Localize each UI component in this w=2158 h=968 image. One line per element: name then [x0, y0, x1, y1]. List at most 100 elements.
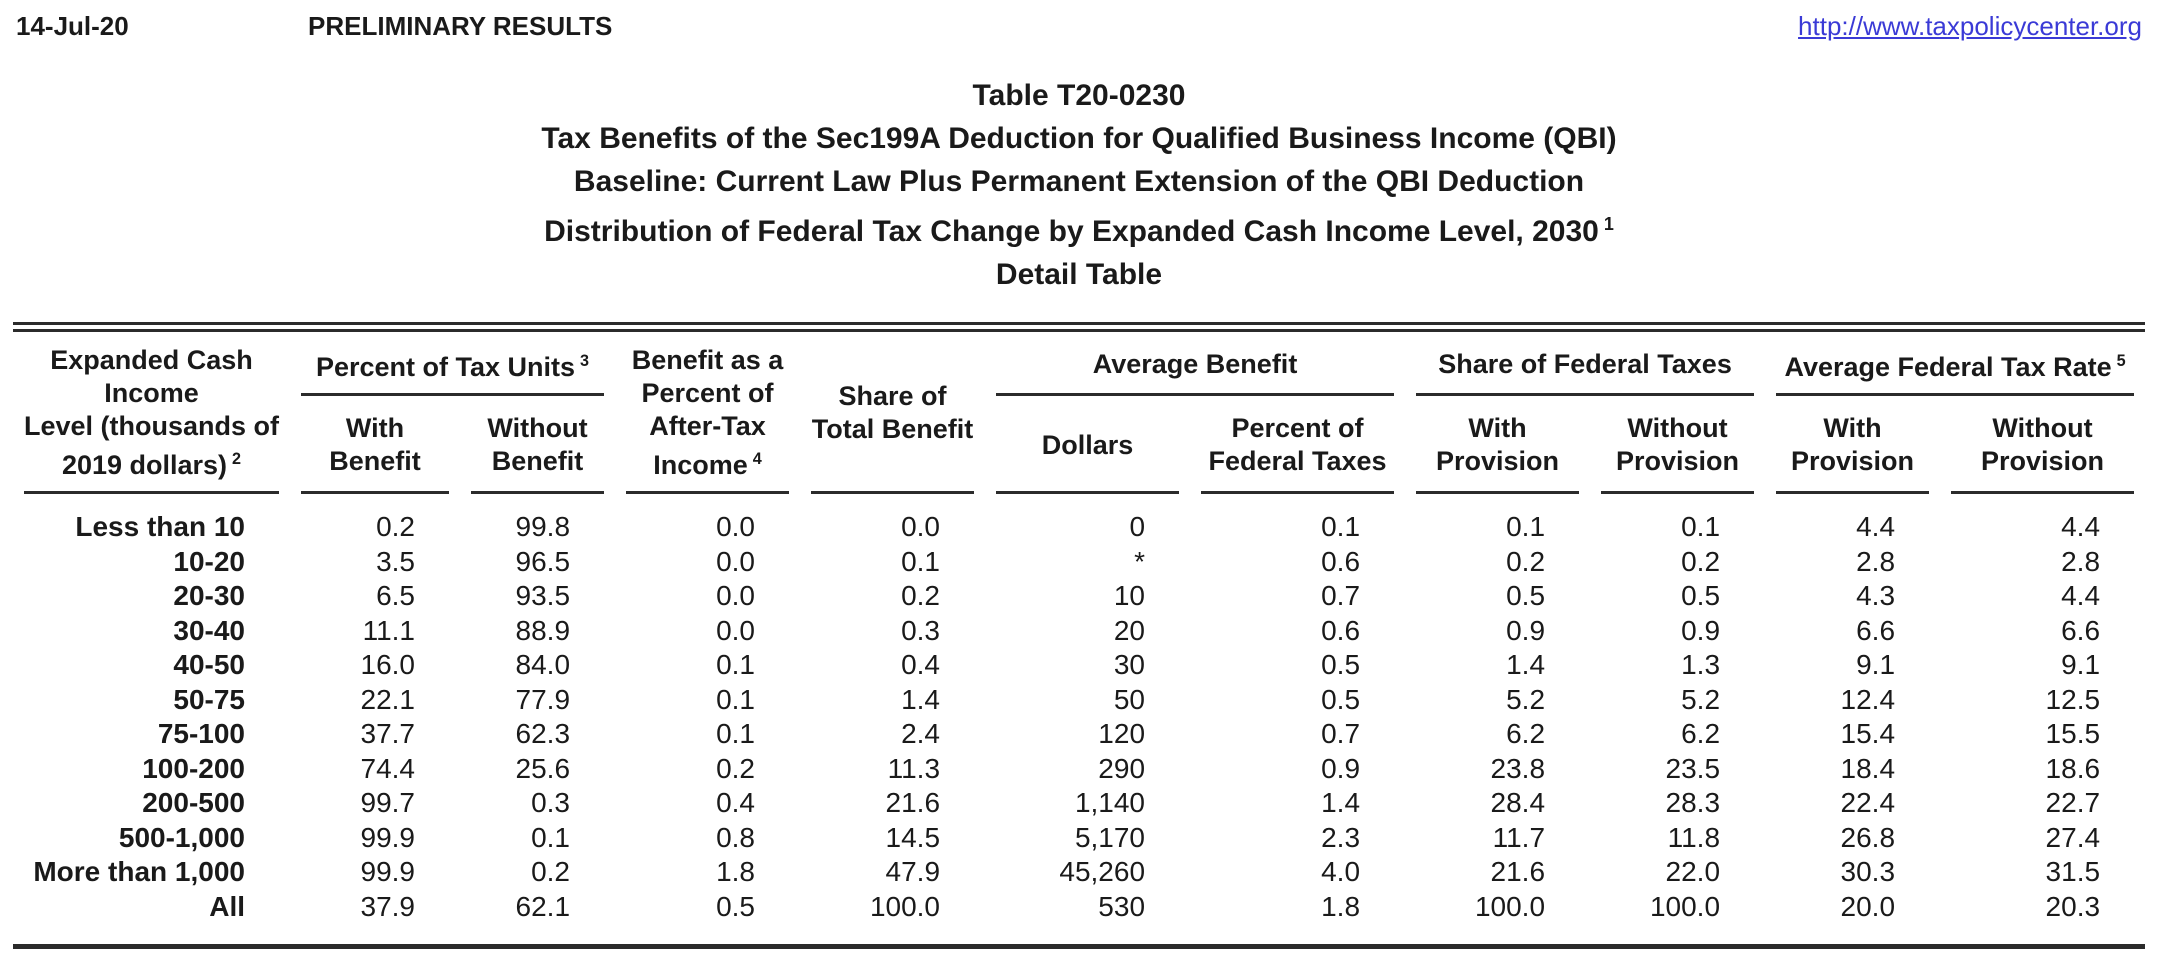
cell: 100.0 — [1649, 890, 1721, 922]
cell: 6.5 — [376, 580, 415, 611]
cell: 96.5 — [515, 545, 571, 577]
col-header-income-level: Expanded Cash Income Level (thousands of… — [13, 332, 290, 494]
table-top-rule — [13, 322, 2145, 332]
col-header-share-without-provision: Without Provision — [1590, 396, 1765, 494]
cell: 5.2 — [1681, 683, 1721, 715]
cell: 25.6 — [515, 752, 571, 784]
cell: 2.8 — [2061, 545, 2101, 577]
cell: 0.1 — [716, 649, 756, 680]
table-number-title: Table T20-0230 — [972, 79, 1186, 112]
cell: 1.4 — [901, 683, 941, 715]
cell: 0.1 — [1321, 511, 1361, 542]
group-header-average-benefit: Average Benefit — [985, 332, 1405, 396]
cell: 4.0 — [1321, 856, 1361, 887]
detail-table-label: Detail Table — [995, 258, 1163, 291]
cell: 290 — [1098, 752, 1146, 784]
row-label: 40-50 — [173, 649, 245, 680]
preliminary-results-label: PRELIMINARY RESULTS — [308, 11, 613, 41]
cell: 84.0 — [515, 649, 571, 680]
cell: 1.8 — [716, 856, 756, 887]
col-header-with-benefit: With Benefit — [290, 396, 460, 494]
cell: 0.4 — [716, 787, 756, 818]
taxpolicycenter-link[interactable]: http://www.taxpolicycenter.org — [1798, 11, 2142, 41]
row-label: 10-20 — [173, 545, 245, 577]
table-row: 50-75 22.1 77.9 0.1 1.4 50 0.5 5.2 5.2 12.4 12.5 — [13, 683, 2145, 718]
cell: 100.0 — [1474, 890, 1546, 922]
cell: 0.0 — [716, 545, 756, 577]
cell: 74.4 — [360, 752, 416, 784]
cell: 0.2 — [901, 580, 941, 611]
col-header-share-with-provision: With Provision — [1405, 396, 1590, 494]
cell: 22.0 — [1665, 856, 1721, 887]
cell: 15.4 — [1840, 718, 1896, 749]
cell: 11.3 — [887, 752, 941, 784]
cell: 27.4 — [2045, 821, 2101, 853]
row-label: All — [209, 890, 245, 922]
cell: 2.4 — [901, 718, 941, 749]
cell: 0.0 — [716, 511, 756, 542]
cell: 3.5 — [376, 545, 415, 577]
cell: 1.4 — [1506, 649, 1546, 680]
cell: 0.1 — [1681, 511, 1721, 542]
row-label: 50-75 — [173, 683, 245, 715]
cell: 100.0 — [869, 890, 941, 922]
cell: 0.1 — [531, 821, 571, 853]
cell: 0.8 — [716, 821, 756, 853]
table-row: 200-500 99.7 0.3 0.4 21.6 1,140 1.4 28.4 28.3 22.… — [13, 786, 2145, 821]
cell: 11.7 — [1492, 821, 1546, 853]
cell: 6.6 — [1856, 614, 1896, 646]
cell: 0.1 — [716, 683, 756, 715]
cell: 14.5 — [885, 821, 941, 853]
cell: 23.5 — [1665, 752, 1721, 784]
title-block: Table T20-0230 Tax Benefits of the Sec19… — [0, 74, 2158, 296]
cell: 0.5 — [1681, 580, 1721, 611]
cell: * — [1134, 545, 1146, 577]
cell: 0.2 — [1506, 545, 1546, 577]
cell: 1.4 — [1321, 787, 1361, 818]
footnote-ref-2: 2 — [232, 450, 242, 468]
cell: 15.5 — [2045, 718, 2101, 749]
cell: 77.9 — [515, 683, 571, 715]
table-row: More than 1,000 99.9 0.2 1.8 47.9 45,260 4.0 21… — [13, 855, 2145, 890]
row-label: More than 1,000 — [33, 856, 245, 887]
group-header-share-federal-taxes: Share of Federal Taxes — [1405, 332, 1765, 396]
cell: 22.1 — [360, 683, 416, 715]
cell: 0.2 — [376, 511, 415, 542]
cell: 0 — [1129, 511, 1146, 542]
row-label: 30-40 — [173, 614, 245, 646]
cell: 0.5 — [1321, 683, 1361, 715]
cell: 6.6 — [2061, 614, 2101, 646]
footnote-ref-3: 3 — [580, 351, 590, 370]
cell: 4.4 — [2061, 511, 2101, 542]
table-header: Expanded Cash Income Level (thousands of… — [13, 332, 2145, 494]
cell: 0.0 — [901, 511, 941, 542]
cell: 37.9 — [360, 890, 416, 922]
table-row: 20-30 6.5 93.5 0.0 0.2 10 0.7 0.5 0.5 4.3 4.4 — [13, 579, 2145, 614]
cell: 99.9 — [360, 821, 416, 853]
cell: 12.5 — [2045, 683, 2101, 715]
col-header-without-benefit: Without Benefit — [460, 396, 615, 494]
table-row: Less than 10 0.2 99.8 0.0 0.0 0 0.1 0.1 0.1 4.4 4.… — [13, 494, 2145, 545]
footnote-ref-1: 1 — [1603, 214, 1614, 234]
cell: 26.8 — [1840, 821, 1896, 853]
footnote-ref-5: 5 — [2116, 351, 2126, 370]
row-label: 75-100 — [157, 718, 245, 749]
cell: 30 — [1113, 649, 1146, 680]
cell: 37.7 — [360, 718, 416, 749]
table-row: 500-1,000 99.9 0.1 0.8 14.5 5,170 2.3 11.7 11.8 2… — [13, 821, 2145, 856]
cell: 88.9 — [515, 614, 571, 646]
cell: 0.9 — [1681, 614, 1721, 646]
title-line-distribution: Distribution of Federal Tax Change by Ex… — [544, 214, 1614, 248]
row-label: 200-500 — [142, 787, 245, 818]
cell: 99.8 — [515, 511, 571, 542]
cell: 99.7 — [360, 787, 416, 818]
title-line-benefits: Tax Benefits of the Sec199A Deduction fo… — [541, 122, 1617, 155]
table-row: 10-20 3.5 96.5 0.0 0.1 * 0.6 0.2 0.2 2.8 2.8 — [13, 545, 2145, 580]
cell: 22.7 — [2045, 787, 2101, 818]
cell: 16.0 — [360, 649, 416, 680]
cell: 10 — [1113, 580, 1146, 611]
cell: 2.8 — [1856, 545, 1896, 577]
cell: 0.1 — [716, 718, 756, 749]
table-row: 100-200 74.4 25.6 0.2 11.3 290 0.9 23.8 23.5 18.4… — [13, 752, 2145, 787]
cell: 0.2 — [1681, 545, 1721, 577]
